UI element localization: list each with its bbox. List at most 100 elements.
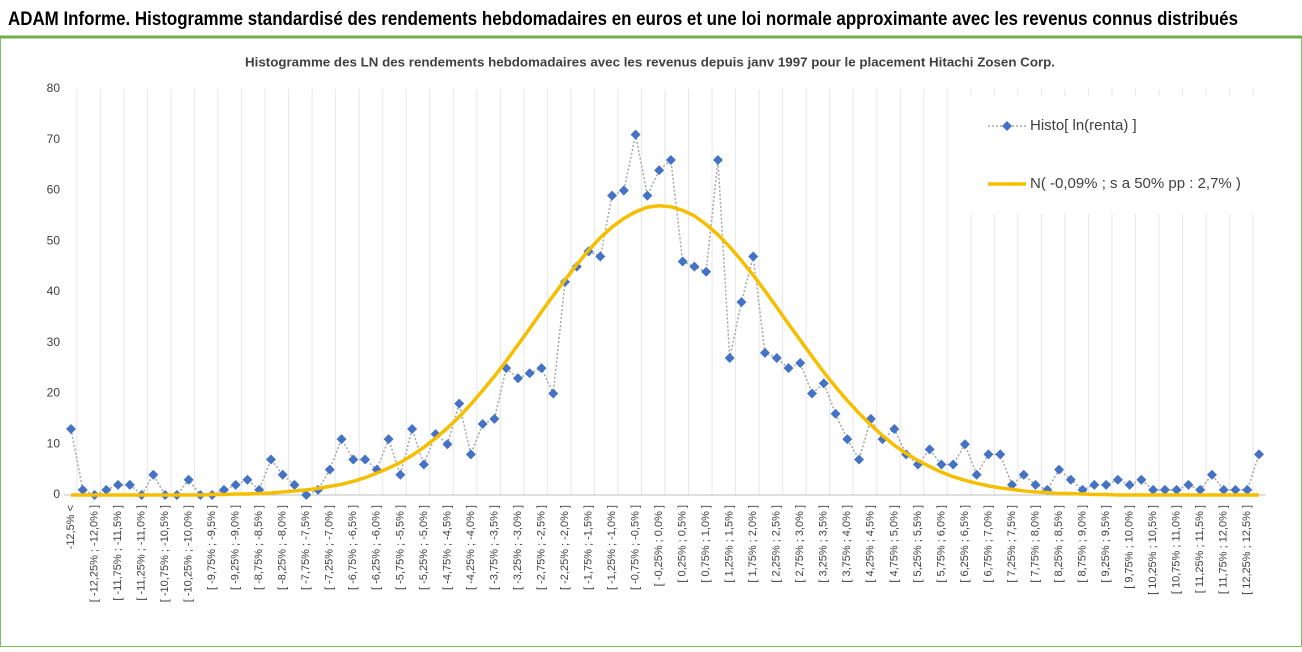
data-point bbox=[418, 459, 429, 470]
x-tick-label: [ 7,75% ; 8,0% ] bbox=[1029, 505, 1041, 583]
data-point bbox=[454, 398, 465, 409]
x-tick-label: [ -7,75% ; -7,5% ] bbox=[300, 505, 312, 590]
data-point bbox=[971, 469, 982, 480]
x-tick-label: [ 5,75% ; 6,0% ] bbox=[935, 505, 947, 583]
data-point bbox=[218, 484, 229, 495]
data-point bbox=[512, 373, 523, 384]
x-tick-label: [ -10,25% ; -10,0% ] bbox=[183, 505, 195, 602]
x-tick-label: [ -3,75% ; -3,5% ] bbox=[488, 505, 500, 590]
data-point bbox=[1148, 484, 1159, 495]
x-tick-label: [ 6,75% ; 7,0% ] bbox=[982, 505, 994, 583]
x-tick-label: [ 10,25% ; 10,5% ] bbox=[1147, 505, 1159, 595]
x-tick-label: [ 11,25% ; 11,5% ] bbox=[1194, 505, 1206, 593]
data-point bbox=[1183, 479, 1194, 490]
y-tick-label: 10 bbox=[47, 436, 61, 450]
x-tick-label: [ 3,75% ; 4,0% ] bbox=[841, 505, 853, 583]
data-point bbox=[630, 129, 641, 140]
x-tick-label: [ 7,25% ; 7,5% ] bbox=[1006, 505, 1018, 583]
data-point bbox=[1171, 484, 1182, 495]
x-tick-label: [ 0,25% ; 0,5% ] bbox=[677, 505, 689, 583]
y-tick-label: 60 bbox=[47, 183, 61, 197]
data-point bbox=[1206, 469, 1217, 480]
x-tick-label: [ -11,75% ; -11,5% ] bbox=[112, 505, 124, 601]
data-point bbox=[336, 434, 347, 445]
y-tick-label: 0 bbox=[53, 487, 60, 501]
data-point bbox=[924, 444, 935, 455]
data-point bbox=[289, 479, 300, 490]
data-point bbox=[959, 439, 970, 450]
data-point bbox=[148, 469, 159, 480]
data-point bbox=[607, 190, 618, 201]
data-point bbox=[395, 469, 406, 480]
data-point bbox=[1136, 474, 1147, 485]
legend-marker bbox=[1002, 121, 1012, 131]
x-tick-label: [ 1,25% ; 1,5% ] bbox=[724, 505, 736, 583]
data-point bbox=[183, 474, 194, 485]
x-tick-label: [ -0,75% ; -0,5% ] bbox=[630, 505, 642, 590]
data-point bbox=[77, 484, 88, 495]
x-tick-label: [ -8,25% ; -8,0% ] bbox=[277, 505, 289, 590]
data-point bbox=[712, 155, 723, 166]
data-point bbox=[1054, 464, 1065, 475]
x-tick-label: [ -1,75% ; -1,5% ] bbox=[582, 505, 594, 590]
data-point bbox=[1230, 484, 1241, 495]
data-point bbox=[465, 449, 476, 460]
data-point bbox=[301, 490, 312, 500]
data-point bbox=[842, 434, 853, 445]
data-point bbox=[936, 459, 947, 470]
data-point bbox=[1018, 469, 1029, 480]
x-tick-label: [ -9,75% ; -9,5% ] bbox=[206, 505, 218, 590]
data-point bbox=[360, 454, 371, 465]
data-point bbox=[277, 469, 288, 480]
y-tick-label: 80 bbox=[47, 81, 61, 95]
data-point bbox=[783, 363, 794, 374]
data-point bbox=[265, 454, 276, 465]
data-point bbox=[1159, 484, 1170, 495]
x-tick-label: [ 6,25% ; 6,5% ] bbox=[959, 505, 971, 583]
data-point bbox=[1242, 484, 1253, 495]
data-point bbox=[771, 352, 782, 363]
data-point bbox=[983, 449, 994, 460]
x-tick-label: [ -5,75% ; -5,5% ] bbox=[394, 505, 406, 590]
x-tick-label: [ 2,75% ; 3,0% ] bbox=[794, 505, 806, 583]
data-point bbox=[442, 439, 453, 450]
data-point bbox=[689, 261, 700, 272]
x-tick-label: [ 8,25% ; 8,5% ] bbox=[1053, 505, 1065, 583]
x-tick-label: [ -4,75% ; -4,5% ] bbox=[441, 505, 453, 590]
data-point bbox=[1030, 479, 1041, 490]
data-point bbox=[1218, 484, 1229, 495]
data-point bbox=[477, 418, 488, 429]
data-point bbox=[736, 297, 747, 308]
y-tick-label: 20 bbox=[47, 386, 61, 400]
data-point bbox=[701, 266, 712, 277]
data-point bbox=[795, 358, 806, 369]
data-point bbox=[1065, 474, 1076, 485]
x-tick-label: [ -6,25% ; -6,0% ] bbox=[371, 505, 383, 590]
data-point bbox=[724, 352, 735, 363]
data-point bbox=[113, 479, 124, 490]
legend-box bbox=[958, 96, 1258, 214]
x-tick-label: [ 8,75% ; 9,0% ] bbox=[1076, 505, 1088, 583]
y-tick-label: 30 bbox=[47, 335, 61, 349]
data-point bbox=[818, 378, 829, 389]
data-point bbox=[618, 185, 629, 196]
data-point bbox=[1254, 449, 1264, 460]
data-point bbox=[242, 474, 253, 485]
x-tick-label: [ -4,25% ; -4,0% ] bbox=[465, 505, 477, 590]
x-tick-label: [ -11,25% ; -11,0% ] bbox=[135, 505, 147, 601]
data-point bbox=[1112, 474, 1123, 485]
x-tick-label: [ -8,75% ; -8,5% ] bbox=[253, 505, 265, 590]
data-point bbox=[642, 190, 653, 201]
data-point bbox=[348, 454, 359, 465]
x-tick-label: [ -7,25% ; -7,0% ] bbox=[324, 505, 336, 590]
x-tick-label: [ 12,25% ; 12,5% ] bbox=[1241, 505, 1253, 595]
series-line bbox=[71, 203, 1259, 497]
x-tick-label: [ -2,75% ; -2,5% ] bbox=[535, 505, 547, 590]
x-tick-label: [ -10,75% ; -10,5% ] bbox=[159, 505, 171, 602]
data-point bbox=[66, 424, 76, 435]
data-point bbox=[536, 363, 547, 374]
x-tick-label: [ 11,75% ; 12,0% ] bbox=[1218, 505, 1230, 594]
data-point bbox=[677, 256, 688, 267]
data-point bbox=[995, 449, 1006, 460]
